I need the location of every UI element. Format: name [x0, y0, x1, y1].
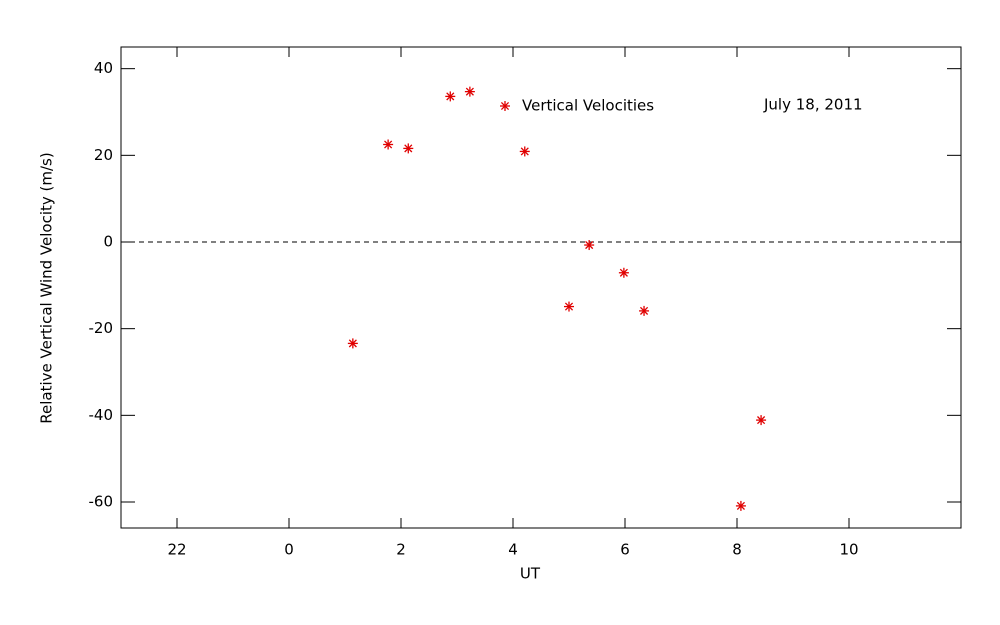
legend-label: Vertical Velocities — [522, 97, 654, 115]
x-tick-label: 6 — [620, 541, 630, 559]
point — [756, 415, 767, 426]
annotation: July 18, 2011 — [763, 96, 863, 114]
point — [347, 338, 358, 349]
x-axis-label: UT — [520, 565, 541, 583]
y-tick-label: -20 — [89, 319, 114, 337]
point — [383, 139, 394, 150]
marker-stroke — [500, 101, 510, 111]
x-tick-label: 8 — [732, 541, 742, 559]
y-axis-label: Relative Vertical Wind Velocity (m/s) — [38, 152, 56, 423]
marker-stroke — [639, 306, 649, 315]
point — [519, 146, 530, 157]
y-tick-label: 20 — [94, 146, 113, 164]
point — [445, 91, 456, 102]
point — [464, 86, 475, 97]
marker-stroke — [564, 302, 574, 311]
plot-frame — [120, 46, 962, 529]
x-tick-label: 10 — [839, 541, 858, 559]
point — [564, 301, 574, 312]
marker-stroke — [384, 140, 393, 149]
marker-stroke — [465, 87, 474, 96]
point — [403, 143, 414, 154]
marker-stroke — [585, 240, 594, 250]
marker-stroke — [736, 501, 745, 510]
y-tick-label: 40 — [94, 59, 113, 77]
point — [735, 500, 746, 511]
marker-stroke — [446, 92, 455, 101]
point — [584, 240, 595, 251]
marker-stroke — [348, 339, 357, 348]
marker-stroke — [404, 144, 413, 153]
point — [618, 267, 629, 278]
marker-stroke — [619, 268, 628, 277]
y-tick-label: -40 — [89, 406, 114, 424]
point — [639, 305, 650, 316]
marker-stroke — [757, 416, 766, 425]
y-tick-label: 0 — [103, 233, 113, 251]
marker-stroke — [520, 147, 529, 156]
x-tick-label: 4 — [508, 541, 518, 559]
x-tick-label: 22 — [167, 541, 186, 559]
y-tick-label: -60 — [89, 493, 114, 511]
legend-marker — [500, 101, 510, 111]
x-tick-label: 0 — [284, 541, 294, 559]
x-tick-label: 2 — [396, 541, 406, 559]
